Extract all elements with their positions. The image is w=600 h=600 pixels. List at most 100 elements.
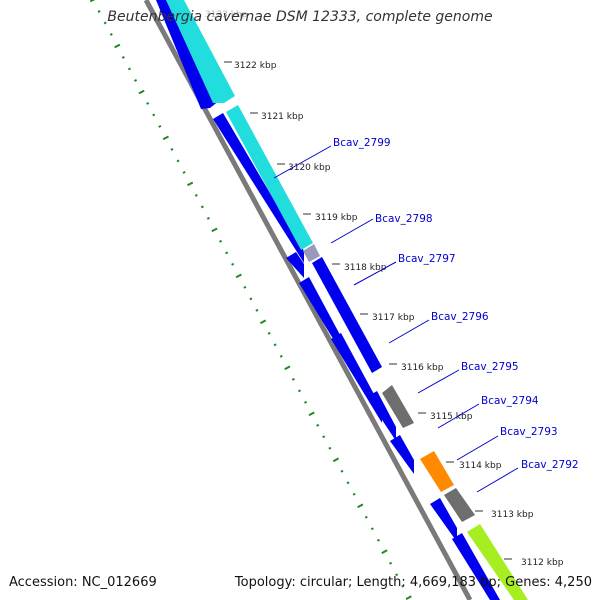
gc-dot (405, 595, 412, 600)
cds-reverse-5 (331, 333, 382, 423)
gc-dot (121, 56, 125, 59)
gc-dot (162, 135, 169, 141)
tick-label: 3115 kbp (430, 412, 473, 422)
tick-label: 3113 kbp (491, 510, 534, 520)
gc-dot (127, 67, 131, 71)
cds-reverse-3 (286, 252, 304, 278)
gc-dot (322, 435, 326, 439)
rna-gray-1 (382, 385, 414, 428)
gene-label-bcav-2796: Bcav_2796 (431, 311, 489, 323)
gene-label-bcav-2795: Bcav_2795 (461, 361, 519, 373)
gene-leader-line (273, 145, 332, 179)
cds-forward-3 (312, 257, 382, 373)
gc-dot (284, 365, 291, 371)
gene-label-bcav-2798: Bcav_2798 (375, 213, 433, 225)
gc-dot (187, 181, 194, 187)
gene-label-bcav-2794: Bcav_2794 (481, 395, 539, 407)
gc-dot (297, 389, 301, 393)
cds-reverse-6 (367, 391, 396, 441)
tick-label: 3114 kbp (459, 461, 502, 471)
tick-label: 3119 kbp (315, 213, 358, 223)
gc-dot (357, 503, 364, 509)
gene-label-bcav-2793: Bcav_2793 (500, 426, 558, 438)
gene-label-bcav-2797: Bcav_2797 (398, 253, 456, 265)
gc-dot (235, 273, 242, 279)
gene-leader-line (437, 403, 480, 429)
gc-dot (346, 481, 350, 485)
cds-forward-1-cyan (166, 0, 235, 103)
tick-label: 3121 kbp (261, 112, 304, 122)
tick-label: 3122 kbp (234, 61, 277, 71)
gc-dot (170, 148, 174, 151)
gc-dot (401, 584, 405, 588)
tick-label: 3116 kbp (401, 363, 444, 373)
gc-dot (225, 251, 229, 255)
gc-dot (255, 308, 259, 312)
gc-dot (279, 354, 283, 358)
gc-dot (133, 79, 138, 82)
gc-dot (219, 239, 223, 243)
forward-strand (166, 0, 528, 600)
tick-label: 3118 kbp (344, 263, 387, 273)
gc-dot (376, 538, 380, 542)
gene-label-bcav-2792: Bcav_2792 (521, 459, 579, 471)
gc-dot (308, 411, 315, 417)
gc-dot (381, 549, 388, 554)
rna-gray-small (303, 244, 320, 262)
gc-content-track (89, 0, 412, 600)
gc-dot (231, 262, 235, 266)
gc-dot (89, 0, 96, 3)
gc-dot (249, 297, 253, 301)
gene-leader-line (330, 218, 374, 244)
gc-dot (194, 193, 198, 197)
gc-dot (328, 446, 332, 450)
tick-label-faint: 3123 kbp (205, 10, 248, 20)
gc-dot (158, 125, 162, 128)
gc-dot (273, 343, 277, 347)
gc-dot (152, 113, 156, 117)
gc-dot (291, 377, 295, 381)
cds-forward-lime (467, 524, 528, 600)
cds-forward-orange (420, 451, 454, 492)
gene-leader-line (476, 467, 519, 493)
gc-dot (146, 102, 150, 105)
gc-dot (176, 159, 180, 163)
gene-label-bcav-2799: Bcav_2799 (333, 137, 391, 149)
tick-label: 3117 kbp (372, 313, 415, 323)
gc-dot (340, 469, 344, 473)
cds-forward-2-cyan (226, 105, 313, 250)
gc-dot (370, 527, 374, 531)
gc-dot (267, 331, 271, 335)
gc-dot (114, 43, 121, 49)
gc-dot (138, 89, 145, 95)
gc-dot (259, 319, 267, 325)
gc-dot (109, 33, 113, 36)
scale-ticks: 3122 kbp 3121 kbp 3120 kbp 3119 kbp 3118… (224, 61, 564, 568)
gene-leader-line (353, 261, 397, 286)
cds-reverse-7 (390, 435, 414, 474)
gc-dot (352, 492, 356, 496)
gene-leader-line (456, 435, 499, 461)
accession-label: Accession: NC_012669 (9, 575, 157, 590)
gc-dot (206, 216, 210, 220)
cds-reverse-2 (213, 113, 304, 263)
genome-summary: Topology: circular; Length: 4,669,183 bp… (234, 575, 592, 590)
gc-dot (332, 457, 340, 463)
gc-dot (389, 561, 393, 565)
map-title: Beutenbergia cavernae DSM 12333, complet… (107, 9, 493, 25)
gc-dot (395, 573, 399, 577)
gc-dot (364, 515, 368, 519)
gc-dot (243, 285, 247, 289)
gc-dot (103, 21, 107, 25)
tick-label: 3112 kbp (521, 558, 564, 568)
gc-dot (97, 10, 101, 13)
gc-dot (211, 227, 218, 233)
gene-labels: Bcav_2799 Bcav_2798 Bcav_2797 Bcav_2796 … (273, 137, 579, 493)
cds-reverse-9 (452, 533, 500, 600)
gene-leader-line (388, 319, 430, 344)
rna-gray-2 (444, 488, 475, 522)
gc-dot (182, 171, 186, 174)
gc-dot (304, 400, 308, 404)
gc-dot (316, 423, 320, 427)
